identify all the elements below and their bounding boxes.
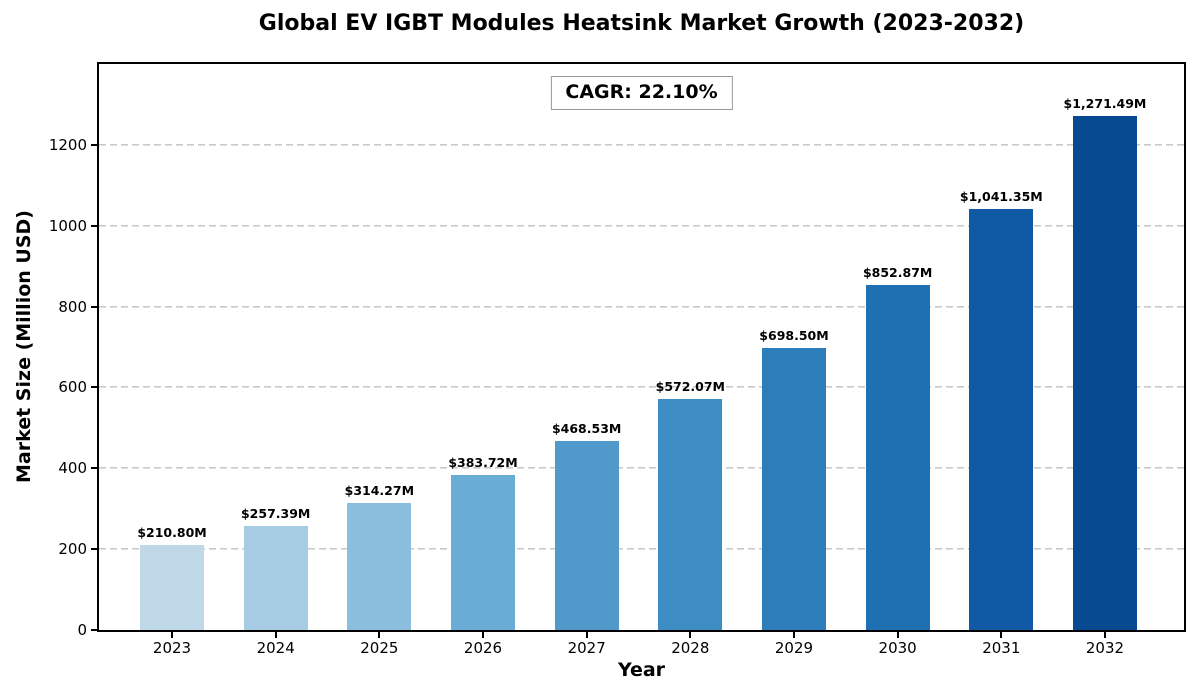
y-tick-mark-0 <box>91 629 99 631</box>
bar-2023 <box>140 544 205 630</box>
y-tick-label-1200: 1200 <box>48 135 87 154</box>
y-tick-mark-1000 <box>91 224 99 227</box>
bar-value-label-2023: $210.80M <box>137 524 207 540</box>
x-tick-label-2023: 2023 <box>152 639 192 657</box>
y-axis-label: Market Size (Million USD) <box>13 210 35 484</box>
plot-area: CAGR: 22.10% 0 200 400 600 800 1000 1200 $210.8… <box>49 62 1186 657</box>
bar-2027 <box>554 440 619 630</box>
bar-2024 <box>243 525 308 630</box>
gridline-y-1200 <box>99 143 1184 146</box>
bar-2030 <box>865 285 930 630</box>
bar-value-label-2031: $1,041.35M <box>959 189 1043 204</box>
x-tick-label-2026: 2026 <box>463 639 503 657</box>
x-tick-mark-2028 <box>689 630 692 638</box>
cagr-annotation-box: CAGR: 22.10% <box>550 76 733 110</box>
x-tick-mark-2024 <box>274 630 277 638</box>
x-tick-label-2031: 2031 <box>982 639 1021 657</box>
bar-value-label-2029: $698.50M <box>759 327 829 343</box>
bar-2029 <box>761 347 826 630</box>
bar-value-label-2032: $1,271.49M <box>1063 95 1147 111</box>
x-tick-mark-2023 <box>171 630 174 638</box>
x-tick-mark-2027 <box>585 630 588 638</box>
y-tick-mark-600 <box>91 386 99 389</box>
x-tick-label-2027: 2027 <box>567 639 606 657</box>
bar-value-label-2028: $572.07M <box>655 378 725 394</box>
x-tick-label-2024: 2024 <box>256 639 295 657</box>
bar-value-label-2026: $383.72M <box>448 454 518 470</box>
bar-value-label-2030: $852.87M <box>862 265 933 281</box>
x-tick-mark-2025 <box>378 630 381 638</box>
bar-2025 <box>347 502 412 630</box>
x-tick-mark-2032 <box>1103 630 1106 638</box>
bar-2028 <box>658 398 723 630</box>
x-tick-mark-2029 <box>792 630 795 638</box>
x-tick-label-2028: 2028 <box>671 639 710 657</box>
bar-value-label-2027: $468.53M <box>551 420 622 436</box>
x-tick-mark-2030 <box>896 630 899 638</box>
x-tick-label-2032: 2032 <box>1085 639 1125 657</box>
x-tick-mark-2031 <box>1000 630 1003 638</box>
bar-value-label-2024: $257.39M <box>240 505 311 521</box>
bar-2031 <box>969 209 1034 630</box>
y-tick-mark-1200 <box>91 143 99 146</box>
bar-2026 <box>451 474 515 630</box>
bar-2032 <box>1072 115 1137 630</box>
x-tick-mark-2026 <box>482 630 484 638</box>
x-tick-label-2025: 2025 <box>360 639 399 657</box>
y-tick-label-0: 0 <box>77 621 87 639</box>
x-tick-label-2029: 2029 <box>774 639 814 657</box>
y-tick-label-1000: 1000 <box>48 216 87 235</box>
x-tick-label-2030: 2030 <box>878 639 917 657</box>
chart-title: Global EV IGBT Modules Heatsink Market G… <box>258 11 1025 36</box>
bar-value-label-2025: $314.27M <box>344 482 415 498</box>
y-tick-mark-800 <box>91 305 99 308</box>
y-tick-mark-400 <box>91 467 99 470</box>
y-tick-label-400: 400 <box>58 459 87 478</box>
y-tick-mark-200 <box>91 548 99 551</box>
y-tick-label-800: 800 <box>58 297 87 316</box>
x-axis-label: Year <box>617 659 666 681</box>
y-tick-label-600: 600 <box>58 378 87 397</box>
y-tick-label-200: 200 <box>58 540 87 559</box>
